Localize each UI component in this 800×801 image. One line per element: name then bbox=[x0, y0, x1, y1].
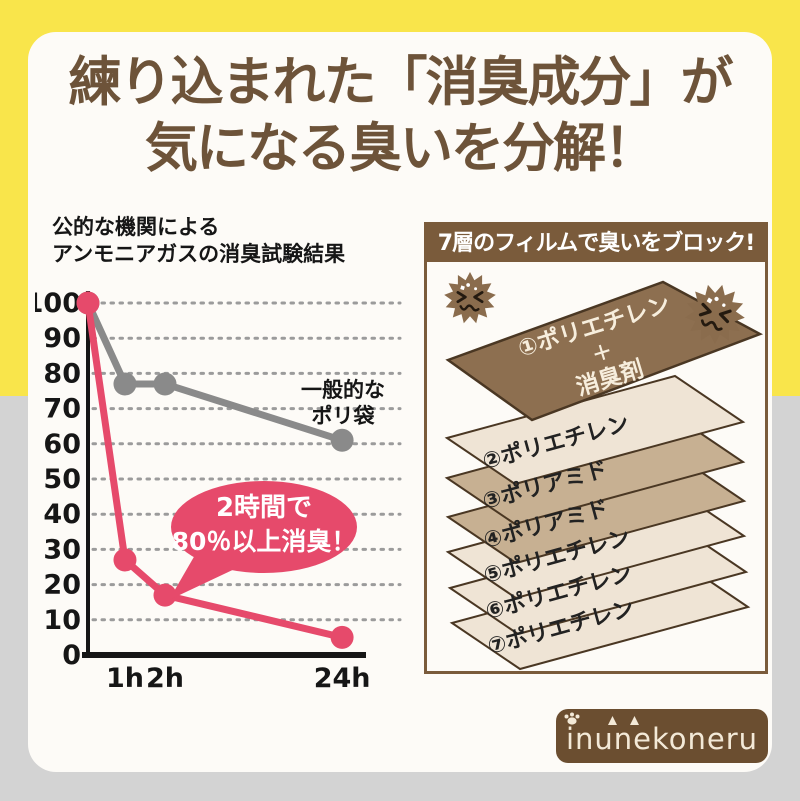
y-tick-label: 70 bbox=[43, 394, 81, 425]
film-layer-stack: ⑦ポリエチレン⑥ポリエチレン⑤ポリエチレン④ポリアミド③ポリアミド②ポリエチレン… bbox=[444, 272, 764, 671]
stink-speckle bbox=[722, 303, 726, 307]
panel-header: 7層のフィルムで臭いをブロック! bbox=[427, 225, 765, 262]
series-line bbox=[84, 299, 346, 444]
y-tick-label: 50 bbox=[43, 464, 81, 495]
data-point bbox=[153, 372, 177, 396]
stink-eye-right bbox=[718, 309, 732, 324]
data-point bbox=[76, 291, 100, 315]
series-line bbox=[84, 299, 346, 641]
stink-mouth bbox=[459, 304, 480, 312]
y-tick-label: 100 bbox=[35, 288, 81, 319]
annotation-bubble: 2時間で 80％以上消臭！ bbox=[169, 481, 357, 600]
y-tick-label: 0 bbox=[62, 640, 81, 671]
stink-eye-right bbox=[473, 291, 484, 304]
y-tick-label: 30 bbox=[43, 534, 81, 565]
chart-title-line2: アンモニアガスの消臭試験結果 bbox=[52, 242, 346, 267]
bubble-text-line2: 80％以上消臭！ bbox=[172, 527, 357, 556]
y-tick-label: 60 bbox=[43, 429, 81, 460]
data-point bbox=[330, 625, 354, 649]
stink-speckle bbox=[474, 287, 478, 291]
stink-eye-left bbox=[456, 291, 467, 304]
data-point bbox=[330, 428, 354, 452]
stink-burst-face bbox=[698, 296, 732, 331]
legend-label-line2: ポリ袋 bbox=[312, 404, 376, 428]
stink-speckle bbox=[706, 297, 713, 304]
y-tick-label: 20 bbox=[43, 570, 81, 601]
stink-speckle bbox=[466, 283, 470, 287]
deodorization-test-chart: 10090807060504030201001h2h24h 一般的な ポリ袋 2… bbox=[35, 288, 402, 694]
stink-burst-body bbox=[444, 272, 496, 324]
data-point bbox=[113, 548, 137, 572]
film-layers-panel: 7層のフィルムで臭いをブロック! ⑦ポリエチレン ⑥ポリエチレン ⑤ポリエチレン ④ポ… bbox=[424, 222, 768, 674]
y-tick-label: 80 bbox=[43, 358, 81, 389]
y-tick-label: 10 bbox=[43, 605, 81, 636]
data-point bbox=[113, 372, 137, 396]
stink-burst-face bbox=[456, 283, 484, 312]
brand-logo: inunekoneru bbox=[556, 709, 768, 763]
stink-speckle bbox=[460, 285, 465, 291]
x-tick-label: 24h bbox=[314, 663, 371, 694]
chart-title: 公的な機関による アンモニアガスの消臭試験結果 bbox=[52, 214, 345, 269]
page-title-line2: 気になる臭いを分解！ bbox=[145, 117, 657, 179]
paw-and-ears-icon bbox=[564, 712, 639, 725]
stink-burst-body bbox=[685, 284, 745, 344]
y-tick-label: 90 bbox=[43, 323, 81, 354]
legend-label-line1: 一般的な bbox=[301, 378, 385, 402]
film-sheet-top bbox=[445, 280, 764, 422]
stink-mouth bbox=[700, 319, 723, 331]
x-tick-label: 2h bbox=[146, 663, 184, 694]
stink-burst-icon bbox=[444, 272, 496, 324]
chart-title-line1: 公的な機関による bbox=[52, 215, 220, 239]
bubble-text-line1: 2時間で bbox=[216, 493, 312, 523]
stink-burst-icon bbox=[685, 284, 745, 344]
brand-logo-text: inunekoneru bbox=[565, 722, 759, 756]
stink-eye-left bbox=[698, 302, 712, 317]
film-sheet bbox=[444, 374, 746, 486]
y-tick-label: 40 bbox=[43, 499, 81, 530]
bubble-body bbox=[171, 481, 357, 573]
x-tick-label: 1h bbox=[106, 663, 144, 694]
stink-speckle bbox=[714, 296, 719, 302]
page-title: 練り込まれた「消臭成分」が 気になる臭いを分解！ bbox=[12, 50, 788, 181]
data-point bbox=[153, 583, 177, 607]
page-title-line1: 練り込まれた「消臭成分」が bbox=[68, 52, 734, 113]
